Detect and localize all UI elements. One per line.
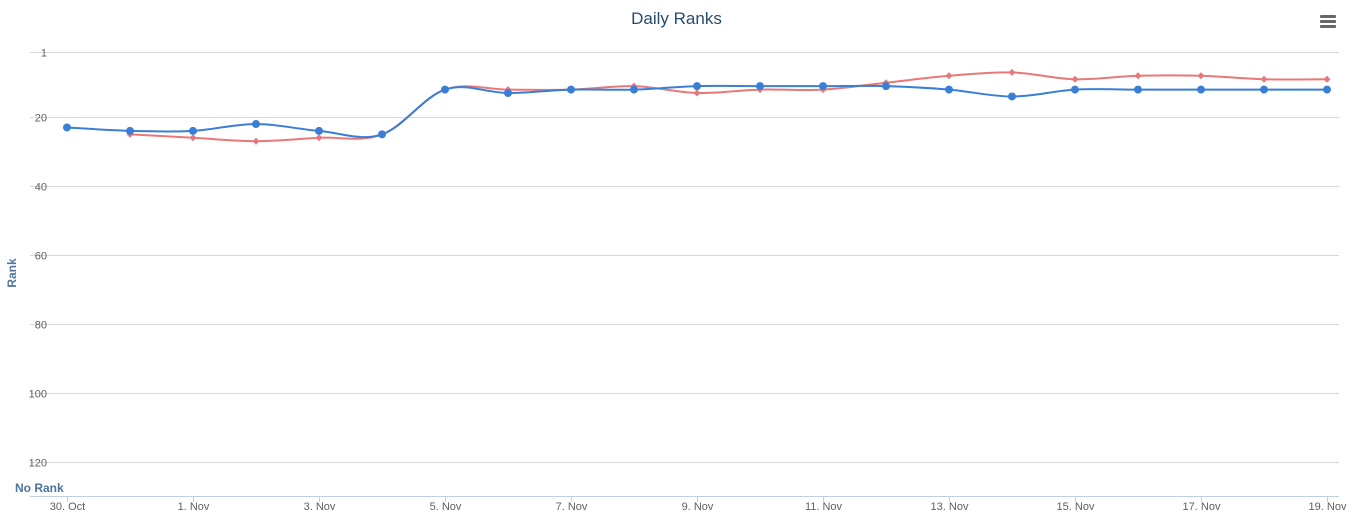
series-1-point bbox=[1260, 85, 1268, 94]
y-tick-label: 20 bbox=[35, 113, 47, 125]
x-tick-label: 19. Nov bbox=[1309, 501, 1347, 512]
series-2-point bbox=[1197, 72, 1205, 80]
y-tick-label: 120 bbox=[29, 458, 47, 470]
series-1-point bbox=[315, 126, 323, 135]
series-2-point bbox=[1323, 75, 1331, 83]
series-1-point bbox=[1071, 85, 1079, 94]
series-lines bbox=[66, 71, 1328, 143]
series-1-point bbox=[378, 130, 386, 139]
series-1-point bbox=[756, 82, 764, 91]
series-1-point bbox=[1134, 85, 1142, 94]
series-2-point bbox=[945, 72, 953, 80]
x-tick-label: 7. Nov bbox=[556, 501, 588, 512]
series-1-point bbox=[882, 82, 890, 91]
x-tick-label: 11. Nov bbox=[805, 501, 843, 512]
series-1-point bbox=[819, 82, 827, 91]
series-2-point bbox=[1008, 68, 1016, 76]
x-tick-label: 15. Nov bbox=[1057, 501, 1095, 512]
series-line-2 bbox=[129, 71, 1328, 143]
series-1-point bbox=[693, 82, 701, 91]
series-1-point bbox=[1008, 92, 1016, 101]
series-markers bbox=[63, 68, 1331, 145]
y-tick-label: 40 bbox=[35, 182, 47, 194]
series-2-point bbox=[693, 89, 701, 97]
no-rank-label: No Rank bbox=[15, 481, 64, 495]
hamburger-menu-icon bbox=[1320, 15, 1336, 18]
chart-menu-button[interactable] bbox=[1316, 12, 1340, 32]
x-tick-label: 17. Nov bbox=[1183, 501, 1221, 512]
y-tick-label: 60 bbox=[35, 251, 47, 263]
series-2-point bbox=[1071, 75, 1079, 83]
series-1-point bbox=[945, 85, 953, 94]
series-2-point bbox=[1134, 72, 1142, 80]
y-axis-title: Rank bbox=[5, 258, 19, 288]
y-tick-label: 1 bbox=[41, 48, 47, 60]
x-tick-label: 1. Nov bbox=[178, 501, 210, 512]
series-2-point bbox=[1260, 75, 1268, 83]
series-1-point bbox=[567, 85, 575, 94]
series-2-point bbox=[315, 134, 323, 142]
series-1-point bbox=[63, 123, 71, 132]
x-tick-label: 9. Nov bbox=[682, 501, 714, 512]
series-line-1 bbox=[66, 84, 1327, 139]
series-2-point bbox=[252, 137, 260, 145]
series-1-point bbox=[126, 126, 134, 135]
series-1-point bbox=[189, 126, 197, 135]
x-tick-label: 5. Nov bbox=[430, 501, 462, 512]
series-1-point bbox=[441, 85, 449, 94]
series-1-point bbox=[1323, 85, 1331, 94]
hamburger-menu-icon-bar bbox=[1320, 25, 1336, 28]
grid-lines bbox=[30, 52, 1339, 463]
x-tick-label: 13. Nov bbox=[931, 501, 969, 512]
series-1-point bbox=[252, 120, 260, 129]
chart-title: Daily Ranks bbox=[631, 9, 722, 28]
y-tick-label: 100 bbox=[29, 389, 47, 401]
y-tick-label: 80 bbox=[35, 320, 47, 332]
hamburger-menu-icon-bar bbox=[1320, 20, 1336, 23]
x-tick-label: 30. Oct bbox=[50, 501, 85, 512]
series-1-point bbox=[1197, 85, 1205, 94]
series-2-point bbox=[189, 134, 197, 142]
x-tick-label: 3. Nov bbox=[304, 501, 336, 512]
series-1-point bbox=[504, 89, 512, 98]
series-1-point bbox=[630, 85, 638, 94]
